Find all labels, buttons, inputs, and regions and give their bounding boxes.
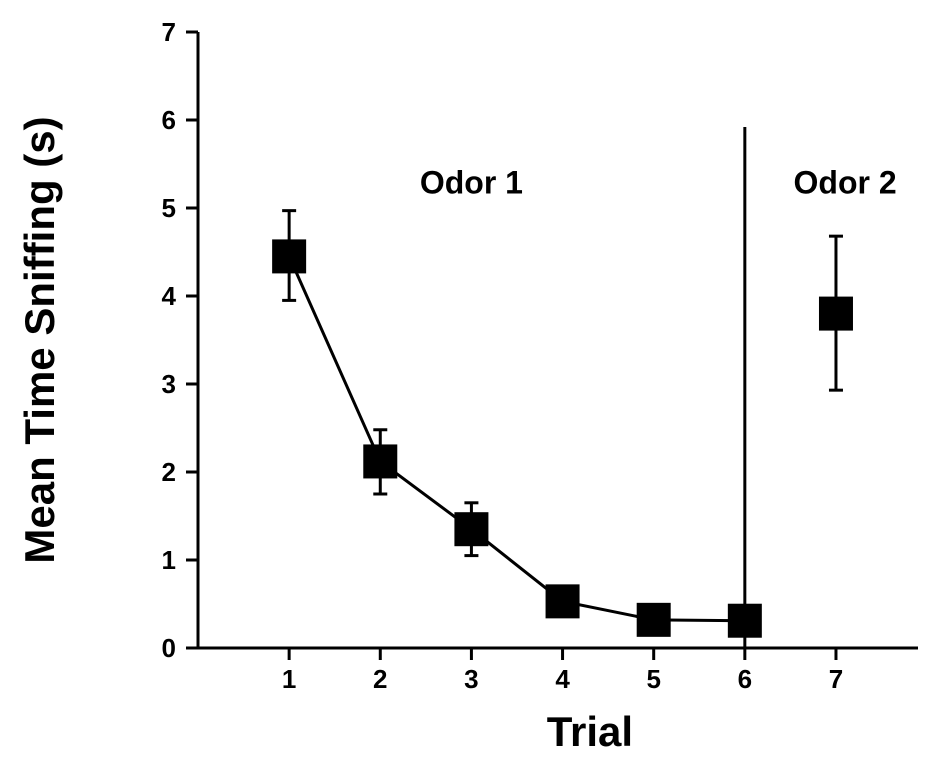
data-point	[454, 512, 489, 547]
data-point	[545, 584, 580, 619]
x-tick-label: 7	[829, 664, 843, 694]
y-tick-label: 7	[162, 17, 176, 47]
x-tick-label: 5	[646, 664, 660, 694]
error-bars	[282, 209, 843, 615]
data-point	[272, 239, 307, 274]
data-point	[363, 444, 398, 479]
data-point	[727, 603, 762, 638]
y-axis-title: Mean Time Sniffing (s)	[16, 116, 63, 563]
data-markers	[272, 239, 853, 638]
x-tick-label: 4	[555, 664, 570, 694]
y-tick-label: 0	[162, 633, 176, 663]
data-point	[818, 296, 853, 331]
y-tick-label: 3	[162, 369, 176, 399]
axes: 0 1 2 3 4 5 6 7 1 2 3 4 5 6 7	[162, 17, 918, 694]
annotation-odor-2: Odor 2	[794, 165, 897, 201]
y-tick-label: 5	[162, 193, 176, 223]
x-tick-label: 2	[373, 664, 387, 694]
x-axis-title: Trial	[547, 708, 633, 755]
y-tick-label: 6	[162, 105, 176, 135]
series-lines	[287, 255, 745, 623]
y-tick-label: 2	[162, 457, 176, 487]
y-tick-label: 1	[162, 545, 176, 575]
y-tick-label: 4	[162, 281, 177, 311]
x-tick-label: 1	[282, 664, 296, 694]
labels-layer: Odor 1 Odor 2 Trial Mean Time Sniffing (…	[16, 116, 897, 755]
x-tick-label: 6	[738, 664, 752, 694]
annotation-odor-1: Odor 1	[420, 165, 523, 201]
data-point	[636, 602, 671, 637]
x-tick-label: 3	[464, 664, 478, 694]
series-line	[287, 255, 745, 623]
